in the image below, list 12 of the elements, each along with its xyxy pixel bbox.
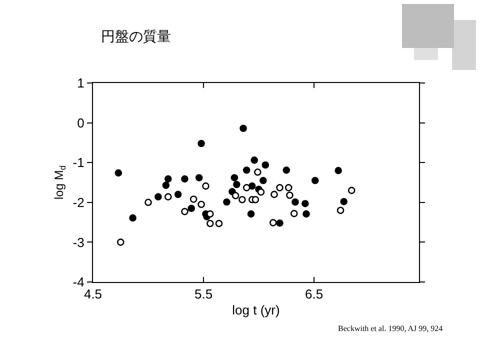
chart-title: 円盤の質量 xyxy=(100,28,171,45)
x-axis-title: log t (yr) xyxy=(232,302,280,318)
y-tick-label: -4 xyxy=(72,274,84,290)
y-tick-label: 1 xyxy=(77,76,84,91)
y-tick-label: -1 xyxy=(72,155,84,170)
y-tick-label: -2 xyxy=(72,194,84,210)
x-tick-label: 6.5 xyxy=(304,286,324,302)
y-tick-label: -3 xyxy=(72,234,84,250)
x-tick-label: 4.5 xyxy=(84,286,102,302)
x-tick-label: 5.5 xyxy=(194,286,213,302)
text: Beckwith et al. 1990, AJ 99, 924 xyxy=(338,324,443,333)
y-tick-label: 0 xyxy=(77,115,84,130)
